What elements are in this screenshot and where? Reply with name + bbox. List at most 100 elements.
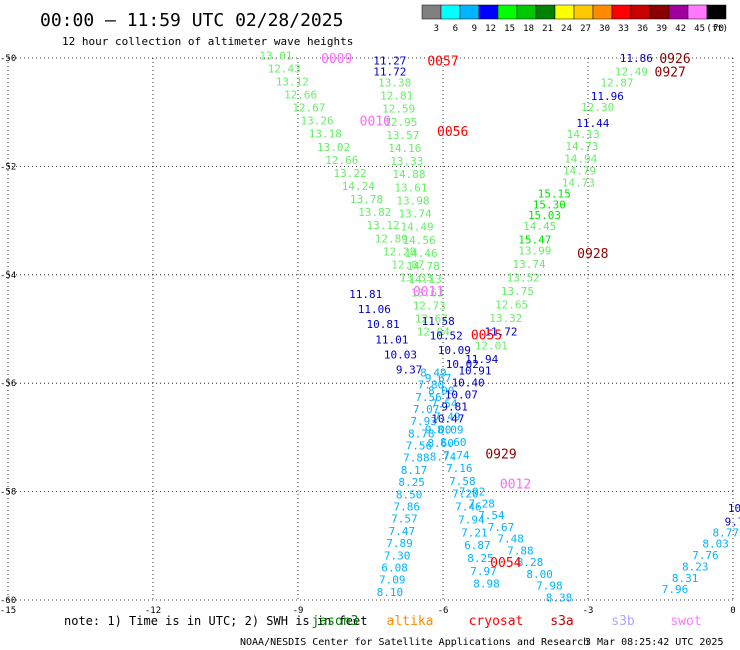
swh-value: 8.28 bbox=[517, 556, 544, 569]
legend-swatch bbox=[421, 4, 442, 20]
swh-value: 11.72 bbox=[484, 326, 517, 339]
pass-time-labels: 0009 0010 0011 0012 0057 0056 0055 0054 09260927… bbox=[321, 52, 691, 571]
track-s3a-track-a: 11.86 bbox=[620, 52, 653, 65]
pass-time-label: 0929 bbox=[485, 448, 516, 463]
satellite-legend: jason3 altika cryosat s3a s3b swot bbox=[312, 614, 702, 629]
swh-value: 7.28 bbox=[468, 497, 495, 510]
legend-swatch bbox=[611, 4, 632, 20]
track-cryosat-track-d: 9.678.007.547.498.098.607.747.167.587.20… bbox=[425, 372, 500, 591]
legend-swatch bbox=[649, 4, 670, 20]
swh-value: 7.57 bbox=[391, 513, 418, 526]
swh-value: 10.81 bbox=[367, 318, 400, 331]
swh-value: 7.20 bbox=[452, 488, 479, 501]
swh-value: 13.22 bbox=[334, 167, 367, 180]
swh-value: 7.67 bbox=[488, 521, 515, 534]
swh-value: 14.16 bbox=[388, 142, 421, 155]
swh-value: 8.78 bbox=[408, 427, 435, 440]
swh-value: 14.73 bbox=[565, 140, 598, 153]
swh-value: 12.89 bbox=[375, 232, 408, 245]
swh-value: 10.09 bbox=[438, 344, 471, 357]
legend-tick-label: 15 bbox=[504, 24, 515, 34]
swh-value: 15.03 bbox=[528, 209, 561, 222]
swh-value: 12.81 bbox=[380, 90, 413, 103]
legend-swatch bbox=[535, 4, 556, 20]
track-swot-track-c: 8.497.807.567.077.938.787.567.888.178.25… bbox=[377, 366, 447, 599]
swh-value: 8.23 bbox=[682, 560, 709, 573]
altimeter-tracks: 13.0112.4313.1212.6612.6713.2613.1813.02… bbox=[259, 49, 740, 604]
swh-value: 8.50 bbox=[396, 488, 423, 501]
swh-value: 9.77 bbox=[725, 515, 740, 528]
swh-value: 14.88 bbox=[392, 168, 425, 181]
swh-value: 13.02 bbox=[317, 141, 350, 154]
pass-time-label: 0009 bbox=[321, 52, 352, 67]
swh-value: 13.82 bbox=[358, 206, 391, 219]
track-swot-track-b: 11.81 11.06 10.81 11.01 10.03 9.37 bbox=[349, 288, 422, 377]
swh-value: 11.06 bbox=[358, 303, 391, 316]
swh-value: 13.38 bbox=[378, 76, 411, 89]
swh-value: 10.03 bbox=[384, 348, 417, 361]
track-s3a-track-i: 15.47 bbox=[518, 234, 551, 247]
lat-tick-label: -60 bbox=[0, 596, 16, 606]
swh-value: 14.13 bbox=[567, 128, 600, 141]
legend-tick-label: 18 bbox=[523, 24, 534, 34]
swh-value: 9.37 bbox=[396, 364, 423, 377]
swh-value: 12.66 bbox=[325, 154, 358, 167]
legend-tick-label: 9 bbox=[472, 24, 477, 34]
swh-value: 13.18 bbox=[309, 128, 342, 141]
swh-value: 7.56 bbox=[415, 391, 442, 404]
swh-value: 7.56 bbox=[406, 440, 433, 453]
swh-value: 14.13 bbox=[409, 273, 442, 286]
lat-tick-label: -58 bbox=[0, 488, 16, 498]
swh-value: 11.72 bbox=[373, 66, 406, 79]
legend-tick-label: 21 bbox=[542, 24, 553, 34]
lon-tick-label: -12 bbox=[145, 606, 161, 616]
swh-value: 11.58 bbox=[422, 315, 455, 328]
swh-value: 14.94 bbox=[564, 152, 597, 165]
swh-value: 12.67 bbox=[415, 313, 448, 326]
swh-value: 9.00 bbox=[425, 423, 452, 436]
legend-tick-label: 70 bbox=[713, 24, 724, 34]
satellite-label-s3a: s3a bbox=[550, 614, 573, 629]
swh-value: 13.32 bbox=[489, 312, 522, 325]
swh-value: 8.25 bbox=[398, 476, 425, 489]
swh-value: 14.45 bbox=[523, 220, 556, 233]
swh-value: 12.01 bbox=[475, 339, 508, 352]
legend-tick-label: 3 bbox=[434, 24, 439, 34]
pass-time-label: 0057 bbox=[427, 55, 458, 70]
swh-value: 6.87 bbox=[464, 539, 491, 552]
swh-value: 12.65 bbox=[495, 299, 528, 312]
legend-tick-label: 42 bbox=[675, 24, 686, 34]
swh-value: 13.63 bbox=[411, 286, 444, 299]
swh-value: 7.98 bbox=[536, 580, 563, 593]
pass-time-label: 0054 bbox=[490, 556, 521, 571]
swh-value: 8.25 bbox=[467, 552, 494, 565]
swh-value: 11.96 bbox=[591, 90, 624, 103]
track-cryosat-track-b: 13.3812.8112.5912.9513.5714.1613.3314.88… bbox=[378, 76, 450, 338]
swh-value: 7.49 bbox=[434, 410, 461, 423]
swh-value: 7.76 bbox=[692, 549, 719, 562]
swh-value: 15.30 bbox=[533, 198, 566, 211]
swh-value: 7.89 bbox=[386, 537, 413, 550]
swh-value: 13.61 bbox=[394, 181, 427, 194]
swh-value: 8.10 bbox=[377, 586, 404, 599]
swh-value: 12.04 bbox=[417, 326, 450, 339]
swh-value: 7.09 bbox=[379, 574, 406, 587]
swh-value: 13.75 bbox=[501, 285, 534, 298]
legend-tick-label: 45 bbox=[694, 24, 705, 34]
lat-tick-label: -56 bbox=[0, 379, 16, 389]
swh-value: 12.30 bbox=[581, 101, 614, 114]
swh-value: 7.74 bbox=[443, 449, 470, 462]
pass-time-label: 0928 bbox=[577, 247, 608, 262]
swh-value: 12.73 bbox=[413, 299, 446, 312]
pass-time-label: 0055 bbox=[471, 328, 502, 343]
legend-tick-label: 39 bbox=[656, 24, 667, 34]
swh-value: 13.78 bbox=[350, 193, 383, 206]
swh-value: 7.54 bbox=[478, 509, 505, 522]
swh-value: 9.67 bbox=[425, 372, 452, 385]
swh-value: 13.01 bbox=[259, 49, 292, 62]
satellite-label-swot: swot bbox=[670, 614, 701, 629]
